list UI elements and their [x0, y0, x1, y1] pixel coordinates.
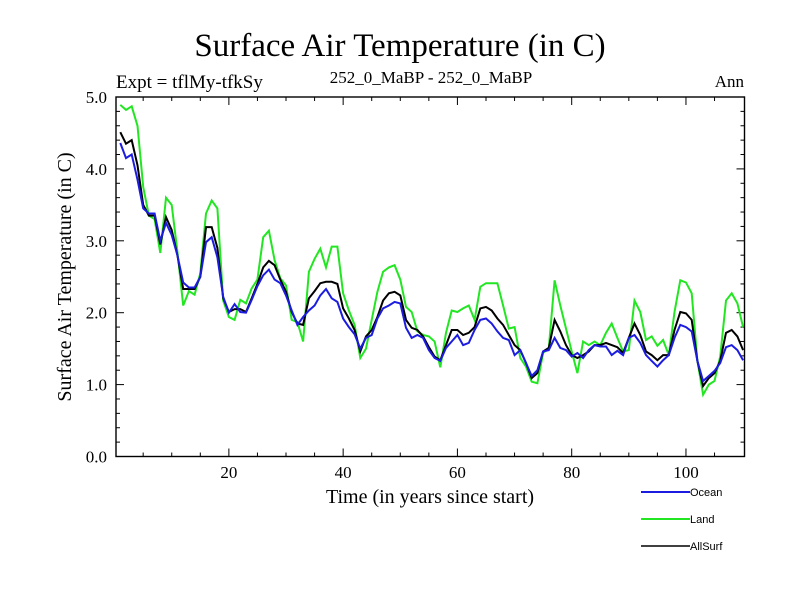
- left-subtitle: Expt = tflMy-tfkSy: [116, 72, 263, 93]
- y-tick-label: 0.0: [86, 448, 107, 467]
- x-tick-label: 100: [673, 463, 699, 482]
- legend-label-land: Land: [690, 514, 714, 526]
- series-line-ocean: [119, 142, 744, 383]
- x-tick-label: 80: [563, 463, 580, 482]
- y-tick-label: 1.0: [86, 376, 107, 395]
- plot-frame: [115, 96, 746, 458]
- x-tick-label: 20: [220, 463, 237, 482]
- x-tick-label: 60: [449, 463, 466, 482]
- y-tick-label: 2.0: [86, 304, 107, 323]
- axes: 20 40 60 80 100 0.0 1.0 2.0 3.0 4.0 5.0: [86, 88, 745, 482]
- chart-title: Surface Air Temperature (in C): [194, 28, 605, 64]
- legend-label-ocean: Ocean: [690, 487, 722, 499]
- legend-label-allsurf: AllSurf: [690, 541, 723, 553]
- series-line-land: [119, 104, 745, 398]
- y-tick-label: 4.0: [86, 160, 107, 179]
- y-tick-label: 5.0: [86, 88, 107, 107]
- x-axis-label: Time (in years since start): [326, 486, 534, 508]
- series-line-allsurf: [119, 131, 745, 389]
- center-subtitle: 252_0_MaBP - 252_0_MaBP: [330, 68, 532, 87]
- y-axis-label: Surface Air Temperature (in C): [54, 152, 76, 401]
- series-lines: [119, 104, 745, 398]
- x-tick-label: 40: [335, 463, 352, 482]
- y-tick-label: 3.0: [86, 232, 107, 251]
- right-subtitle: Ann: [715, 72, 745, 91]
- legend: Ocean Land AllSurf: [641, 487, 723, 553]
